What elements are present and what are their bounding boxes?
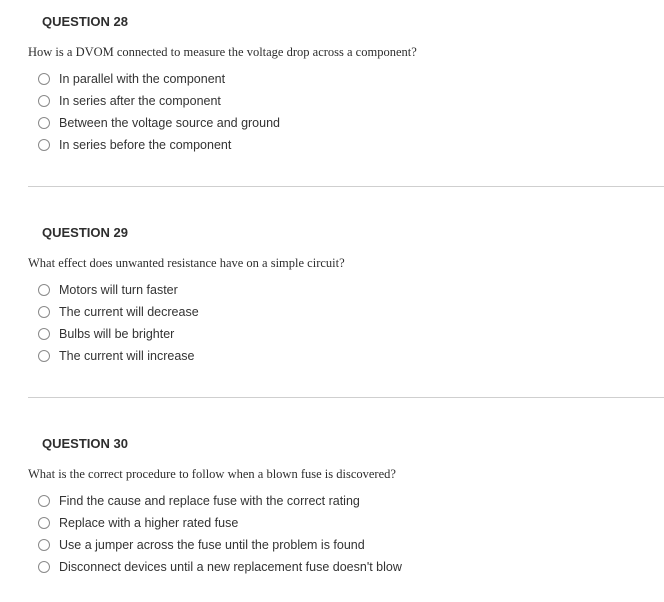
option-label: Disconnect devices until a new replaceme… [59, 560, 402, 574]
question-header: QUESTION 30 [0, 436, 664, 451]
option-row[interactable]: Disconnect devices until a new replaceme… [38, 556, 664, 578]
divider [28, 397, 664, 398]
radio-icon[interactable] [38, 495, 50, 507]
option-label: Find the cause and replace fuse with the… [59, 494, 360, 508]
option-row[interactable]: In parallel with the component [38, 68, 664, 90]
radio-icon[interactable] [38, 284, 50, 296]
radio-icon[interactable] [38, 350, 50, 362]
radio-icon[interactable] [38, 117, 50, 129]
question-header: QUESTION 29 [0, 225, 664, 240]
radio-icon[interactable] [38, 73, 50, 85]
radio-icon[interactable] [38, 95, 50, 107]
question-header: QUESTION 28 [0, 14, 664, 29]
option-row[interactable]: The current will decrease [38, 301, 664, 323]
options-group: Motors will turn faster The current will… [0, 279, 664, 367]
options-group: Find the cause and replace fuse with the… [0, 490, 664, 578]
option-label: Bulbs will be brighter [59, 327, 174, 341]
option-label: In series after the component [59, 94, 221, 108]
option-row[interactable]: Bulbs will be brighter [38, 323, 664, 345]
option-row[interactable]: The current will increase [38, 345, 664, 367]
radio-icon[interactable] [38, 517, 50, 529]
question-prompt: How is a DVOM connected to measure the v… [0, 45, 664, 60]
option-label: In parallel with the component [59, 72, 225, 86]
option-label: In series before the component [59, 138, 231, 152]
options-group: In parallel with the component In series… [0, 68, 664, 156]
option-row[interactable]: Motors will turn faster [38, 279, 664, 301]
question-prompt: What effect does unwanted resistance hav… [0, 256, 664, 271]
divider [28, 186, 664, 187]
option-row[interactable]: Between the voltage source and ground [38, 112, 664, 134]
option-label: The current will decrease [59, 305, 199, 319]
option-label: Motors will turn faster [59, 283, 178, 297]
radio-icon[interactable] [38, 539, 50, 551]
option-row[interactable]: In series after the component [38, 90, 664, 112]
option-row[interactable]: Use a jumper across the fuse until the p… [38, 534, 664, 556]
option-row[interactable]: Replace with a higher rated fuse [38, 512, 664, 534]
radio-icon[interactable] [38, 139, 50, 151]
option-row[interactable]: In series before the component [38, 134, 664, 156]
option-label: Between the voltage source and ground [59, 116, 280, 130]
radio-icon[interactable] [38, 306, 50, 318]
option-label: Use a jumper across the fuse until the p… [59, 538, 365, 552]
option-row[interactable]: Find the cause and replace fuse with the… [38, 490, 664, 512]
question-block-29: QUESTION 29 What effect does unwanted re… [0, 211, 664, 422]
option-label: Replace with a higher rated fuse [59, 516, 238, 530]
radio-icon[interactable] [38, 328, 50, 340]
question-prompt: What is the correct procedure to follow … [0, 467, 664, 482]
option-label: The current will increase [59, 349, 194, 363]
question-block-28: QUESTION 28 How is a DVOM connected to m… [0, 0, 664, 211]
question-block-30: QUESTION 30 What is the correct procedur… [0, 422, 664, 602]
